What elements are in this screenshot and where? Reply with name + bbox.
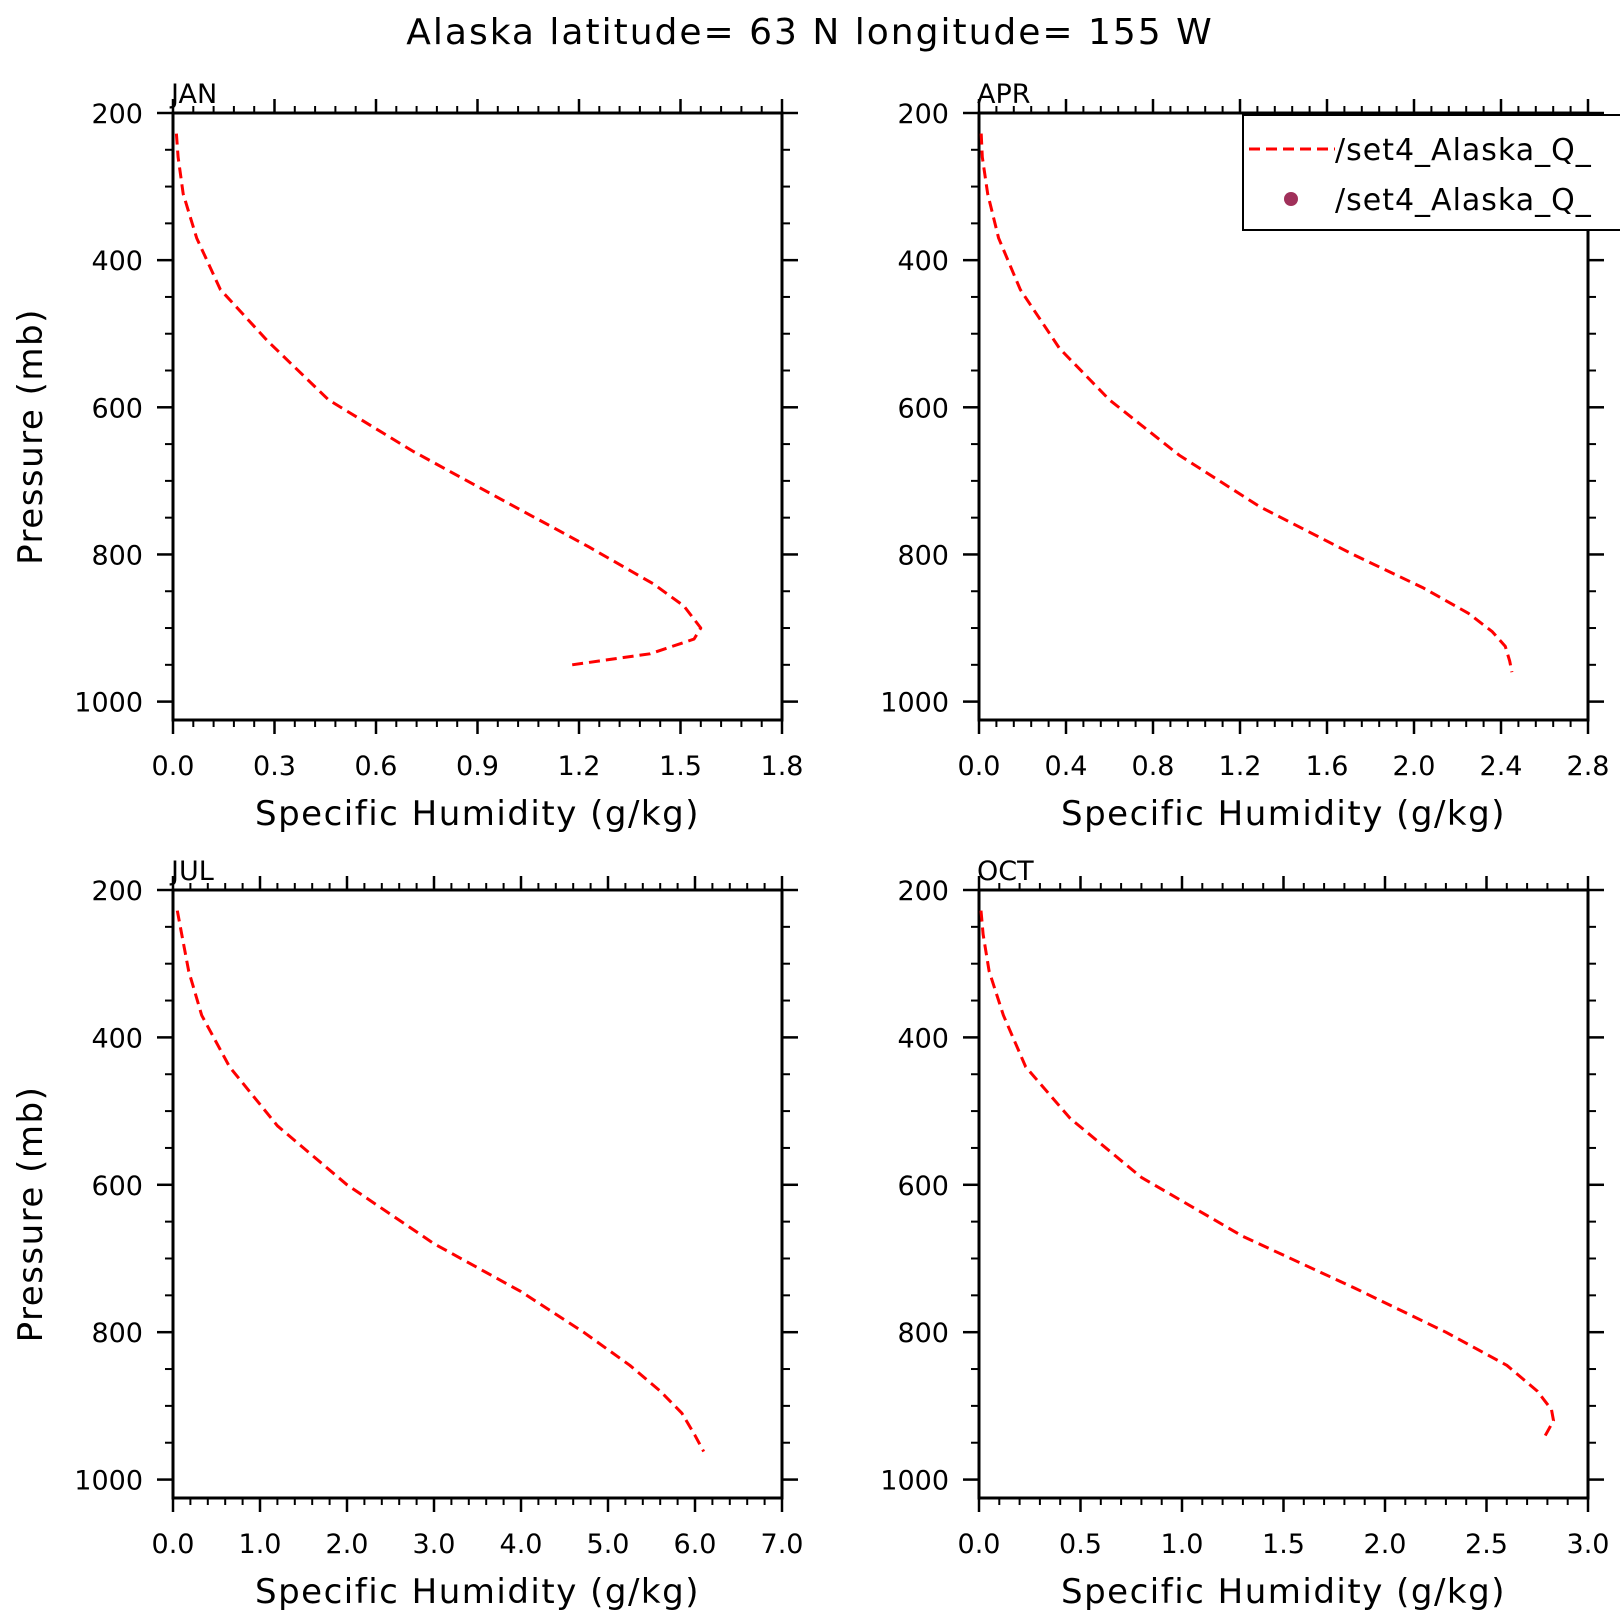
plot-frame xyxy=(977,111,1590,722)
y-tick-label: 800 xyxy=(897,1318,949,1349)
x-tick-label: 1.2 xyxy=(558,751,601,782)
x-tick-label: 0.0 xyxy=(958,751,1001,782)
y-tick-label: 1000 xyxy=(74,688,143,719)
y-tick-label: 400 xyxy=(897,1023,949,1054)
x-tick-label: 2.0 xyxy=(1364,1529,1407,1560)
plot-frame xyxy=(171,111,784,722)
y-tick-label: 600 xyxy=(91,393,143,424)
y-tick-label: 800 xyxy=(91,1318,143,1349)
y-tick-label: 400 xyxy=(91,1023,143,1054)
humidity-profile-line xyxy=(175,910,706,1453)
y-tick-label: 600 xyxy=(897,1171,949,1202)
y-tick-label: 1000 xyxy=(880,1466,949,1497)
y-tick-label: 1000 xyxy=(74,1466,143,1497)
x-tick-label: 1.5 xyxy=(659,751,702,782)
panel-oct: OCT 0.0 0.5 1.0 1.5 2.0 2.5 3.0 200 400 600 800 1000… xyxy=(880,856,1609,1612)
legend: /set4_Alaska_Q_ /set4_Alaska_Q_ xyxy=(1242,114,1620,231)
legend-label: /set4_Alaska_Q_ xyxy=(1335,183,1592,218)
y-tick-label: 800 xyxy=(91,540,143,571)
y-axis-label: Pressure (mb) xyxy=(11,1086,51,1343)
x-axis-label: Specific Humidity (g/kg) xyxy=(1061,794,1506,834)
x-tick-label: 1.0 xyxy=(239,1529,282,1560)
y-tick-label: 400 xyxy=(897,246,949,277)
x-tick-label: 5.0 xyxy=(587,1529,630,1560)
panel-title: OCT xyxy=(977,856,1034,887)
x-tick-label: 6.0 xyxy=(674,1529,717,1560)
x-tick-label: 1.6 xyxy=(1306,751,1349,782)
panel-title: JUL xyxy=(169,856,214,887)
x-axis-label: Specific Humidity (g/kg) xyxy=(1061,1572,1506,1612)
panels-group: JAN 0.0 0.3 0.6 0.9 1.2 1.5 1.8 200 400 600 800 1000… xyxy=(11,79,1609,1612)
panel-jan: JAN 0.0 0.3 0.6 0.9 1.2 1.5 1.8 200 400 600 800 1000… xyxy=(11,79,803,834)
x-tick-label: 0.0 xyxy=(152,1529,195,1560)
x-tick-label: 4.0 xyxy=(500,1529,543,1560)
legend-label: /set4_Alaska_Q_ xyxy=(1335,133,1592,168)
x-tick-label: 0.3 xyxy=(253,751,296,782)
humidity-profile-line xyxy=(979,910,1555,1440)
x-tick-label: 0.0 xyxy=(958,1529,1001,1560)
y-tick-label: 200 xyxy=(897,876,949,907)
x-axis-label: Specific Humidity (g/kg) xyxy=(255,1572,700,1612)
y-axis-label: Pressure (mb) xyxy=(11,308,51,565)
x-tick-label: 2.0 xyxy=(326,1529,369,1560)
x-tick-label: 1.0 xyxy=(1161,1529,1204,1560)
x-tick-label: 2.4 xyxy=(1480,751,1523,782)
y-tick-label: 800 xyxy=(897,540,949,571)
x-tick-label: 2.8 xyxy=(1567,751,1610,782)
x-tick-label: 0.9 xyxy=(456,751,499,782)
plot-frame xyxy=(977,888,1590,1500)
x-tick-label: 0.4 xyxy=(1045,751,1088,782)
legend-dot-swatch xyxy=(1284,192,1298,206)
x-tick-label: 2.0 xyxy=(1393,751,1436,782)
legend-box xyxy=(1242,114,1620,231)
y-tick-label: 200 xyxy=(897,99,949,130)
x-tick-label: 1.5 xyxy=(1262,1529,1305,1560)
humidity-profile-line xyxy=(174,133,703,667)
panel-jul: JUL 0.0 1.0 2.0 3.0 4.0 5.0 6.0 7.0 200 400 600 800 1… xyxy=(11,856,803,1612)
y-tick-label: 600 xyxy=(91,1171,143,1202)
x-tick-label: 3.0 xyxy=(1567,1529,1610,1560)
y-tick-label: 600 xyxy=(897,393,949,424)
y-tick-label: 1000 xyxy=(880,688,949,719)
x-tick-label: 0.6 xyxy=(355,751,398,782)
panel-title: APR xyxy=(977,79,1031,110)
x-tick-label: 7.0 xyxy=(761,1529,804,1560)
x-tick-label: 0.8 xyxy=(1132,751,1175,782)
x-tick-label: 0.5 xyxy=(1059,1529,1102,1560)
y-tick-label: 200 xyxy=(91,99,143,130)
x-tick-label: 1.2 xyxy=(1219,751,1262,782)
panel-apr: APR 0.0 0.4 0.8 1.2 1.6 2.0 2.4 2.8 200 400 600 800 1… xyxy=(880,79,1609,834)
x-tick-label: 1.8 xyxy=(761,751,804,782)
x-tick-label: 0.0 xyxy=(152,751,195,782)
y-tick-label: 200 xyxy=(91,876,143,907)
figure-title: Alaska latitude= 63 N longitude= 155 W xyxy=(406,12,1214,53)
panel-title: JAN xyxy=(169,79,217,110)
x-tick-label: 2.5 xyxy=(1465,1529,1508,1560)
x-tick-label: 3.0 xyxy=(413,1529,456,1560)
plot-frame xyxy=(171,888,784,1500)
x-axis-label: Specific Humidity (g/kg) xyxy=(255,794,700,834)
y-tick-label: 400 xyxy=(91,246,143,277)
